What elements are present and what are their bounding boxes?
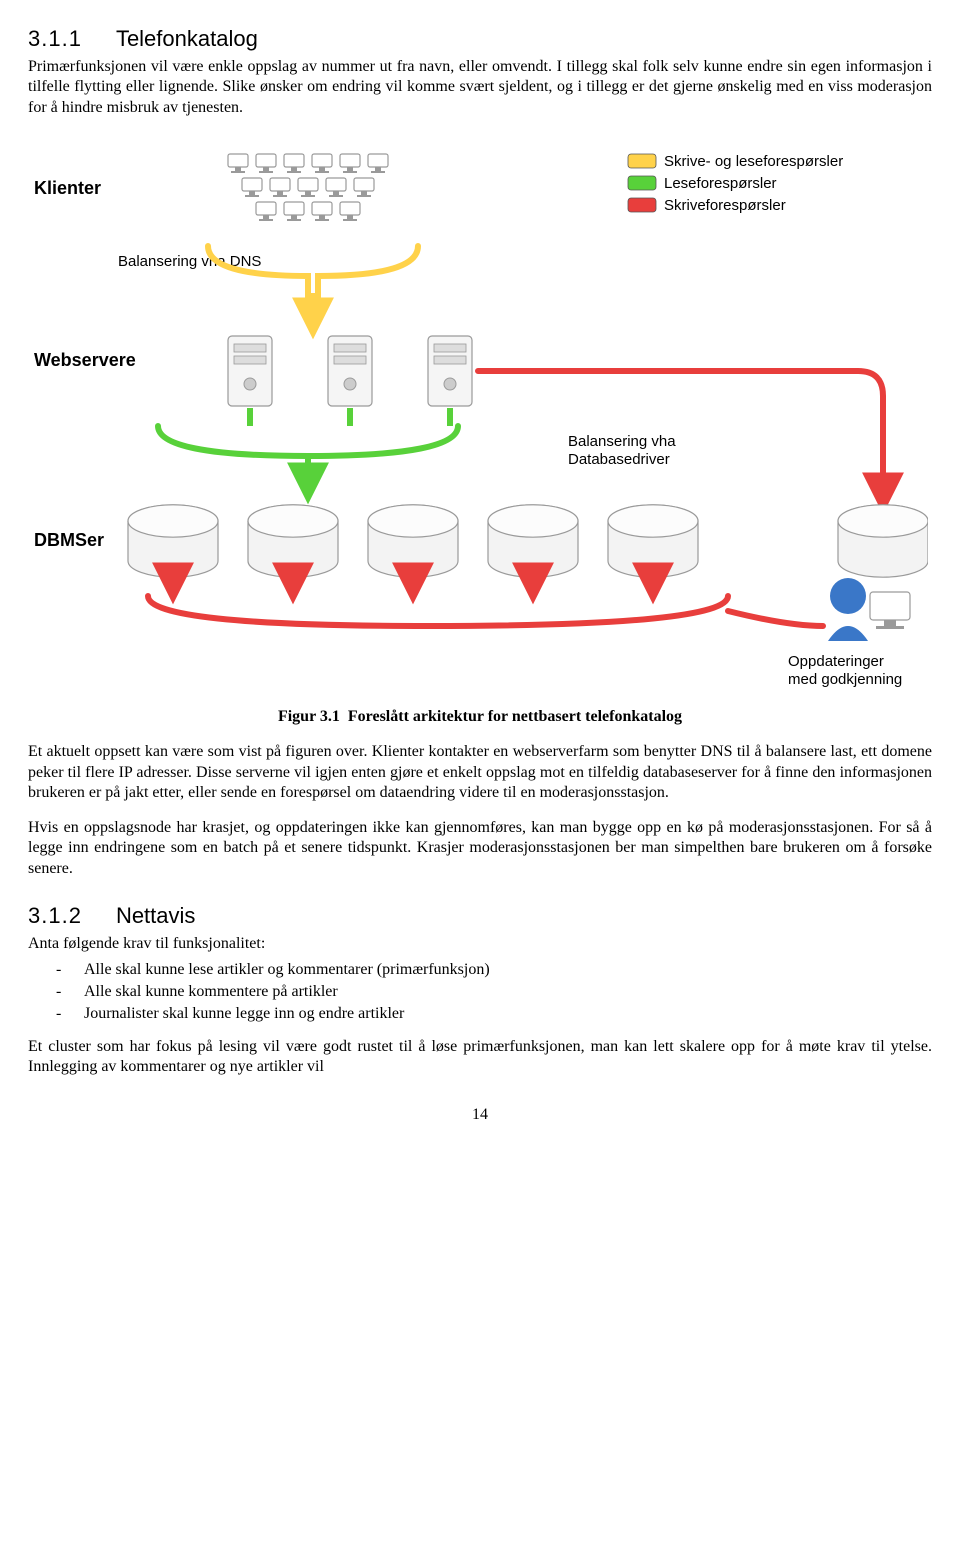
sec2-paragraph: Et cluster som har fokus på lesing vil v… (28, 1037, 932, 1078)
svg-text:med godkjenning: med godkjenning (788, 671, 902, 688)
architecture-diagram: KlienterBalansering vha DNSSkrive- og le… (28, 136, 928, 696)
svg-text:Balansering vha: Balansering vha (568, 433, 676, 450)
section-title: Telefonkatalog (116, 26, 258, 51)
body-p1: Et aktuelt oppsett kan være som vist på … (28, 742, 932, 803)
svg-text:DBMSer: DBMSer (34, 530, 104, 550)
sec1-paragraph: Primærfunksjonen vil være enkle oppslag … (28, 57, 932, 118)
svg-text:Leseforespørsler: Leseforespørsler (664, 175, 777, 192)
svg-text:Oppdateringer: Oppdateringer (788, 653, 884, 670)
list-item: Alle skal kunne lese artikler og komment… (56, 961, 932, 979)
section-number: 3.1.2 (28, 903, 82, 928)
body-p2: Hvis en oppslagsnode har krasjet, og opp… (28, 818, 932, 879)
figure-caption: Figur 3.1 Foreslått arkitektur for nettb… (28, 708, 932, 726)
svg-text:Skriveforespørsler: Skriveforespørsler (664, 197, 786, 214)
sec2-intro: Anta følgende krav til funksjonalitet: (28, 934, 932, 954)
section-number: 3.1.1 (28, 26, 82, 51)
list-item: Alle skal kunne kommentere på artikler (56, 983, 932, 1001)
figure-3-1: KlienterBalansering vha DNSSkrive- og le… (28, 136, 932, 696)
svg-text:Webservere: Webservere (34, 350, 136, 370)
svg-text:Databasedriver: Databasedriver (568, 451, 670, 468)
figure-caption-prefix: Figur 3.1 (278, 708, 340, 725)
figure-caption-text: Foreslått arkitektur for nettbasert tele… (348, 708, 682, 725)
section-heading-311: 3.1.1 Telefonkatalog (28, 26, 932, 53)
svg-text:Klienter: Klienter (34, 178, 101, 198)
page-number: 14 (28, 1106, 932, 1124)
section-heading-312: 3.1.2 Nettavis (28, 903, 932, 930)
svg-text:Skrive- og leseforespørsler: Skrive- og leseforespørsler (664, 153, 843, 170)
list-item: Journalister skal kunne legge inn og end… (56, 1005, 932, 1023)
requirements-list: Alle skal kunne lese artikler og komment… (56, 961, 932, 1023)
section-title: Nettavis (116, 903, 195, 928)
